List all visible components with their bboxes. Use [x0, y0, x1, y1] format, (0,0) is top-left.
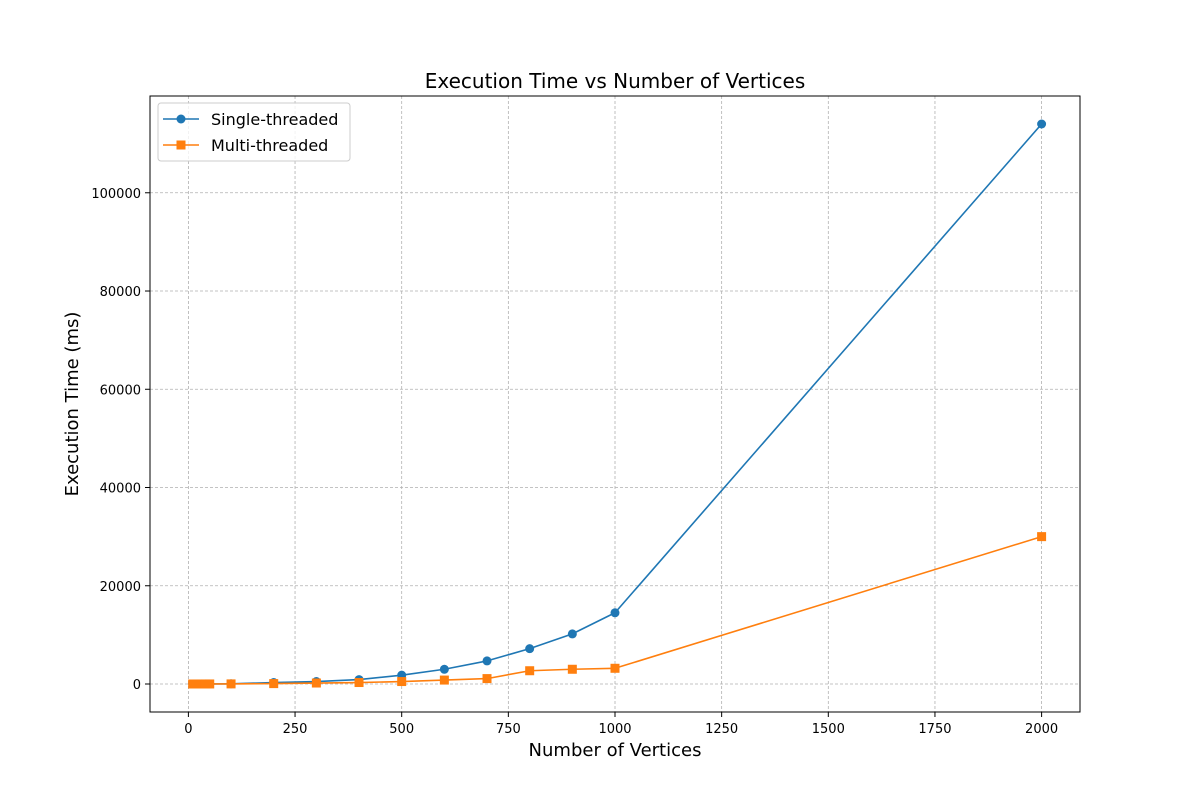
y-tick-label: 40000: [100, 482, 141, 497]
y-tick-label: 60000: [100, 383, 141, 398]
series-multi-threaded: [188, 532, 1047, 689]
legend-label-single-threaded: Single-threaded: [211, 110, 338, 129]
series-line-single-threaded: [192, 123, 1043, 685]
data-point-single-threaded: [482, 656, 492, 666]
data-point-multi-threaded: [482, 674, 492, 684]
data-point-multi-threaded: [567, 664, 577, 674]
data-point-single-threaded: [567, 629, 577, 639]
legend: Single-threaded Multi-threaded: [157, 102, 351, 162]
data-point-multi-threaded: [439, 675, 449, 685]
y-tick-label: 80000: [100, 285, 141, 300]
legend-box: [157, 102, 351, 162]
data-point-multi-threaded: [354, 678, 364, 688]
legend-marker-single-threaded: [176, 114, 186, 124]
data-point-multi-threaded: [205, 679, 215, 689]
legend-marker-multi-threaded: [176, 140, 186, 150]
y-tick-label: 100000: [91, 187, 141, 202]
data-point-single-threaded: [1037, 119, 1047, 129]
data-point-multi-threaded: [1037, 532, 1047, 542]
y-axis-label: Execution Time (ms): [62, 312, 83, 497]
y-tick-label: 0: [133, 678, 141, 693]
chart-title: Execution Time vs Number of Vertices: [425, 69, 806, 93]
data-point-multi-threaded: [397, 677, 407, 687]
data-point-single-threaded: [525, 644, 535, 654]
x-tick-label: 0: [184, 722, 192, 737]
data-point-multi-threaded: [226, 679, 236, 689]
y-tick-label: 20000: [100, 580, 141, 595]
data-point-single-threaded: [439, 664, 449, 674]
x-tick-label: 1250: [705, 722, 738, 737]
x-tick-label: 750: [496, 722, 521, 737]
x-tick-label: 1500: [812, 722, 845, 737]
x-tick-label: 500: [389, 722, 414, 737]
data-point-multi-threaded: [269, 679, 279, 689]
x-tick-label: 2000: [1025, 722, 1058, 737]
data-point-multi-threaded: [525, 666, 535, 676]
data-point-single-threaded: [610, 608, 620, 618]
data-point-multi-threaded: [311, 678, 321, 688]
x-axis-label: Number of Vertices: [529, 740, 702, 761]
legend-label-multi-threaded: Multi-threaded: [211, 136, 328, 155]
data-point-multi-threaded: [610, 663, 620, 673]
x-tick-label: 1750: [918, 722, 951, 737]
series-single-threaded: [188, 119, 1047, 689]
grid: [150, 96, 1080, 712]
series-layer: [188, 119, 1047, 689]
x-tick-label: 1000: [598, 722, 631, 737]
x-tick-label: 250: [283, 722, 308, 737]
x-axis-ticks: 0 250 500 750 1000 1250 1500 1750 2000: [184, 712, 1058, 737]
y-axis-ticks: 0 20000 40000 60000 80000 100000: [91, 187, 150, 693]
